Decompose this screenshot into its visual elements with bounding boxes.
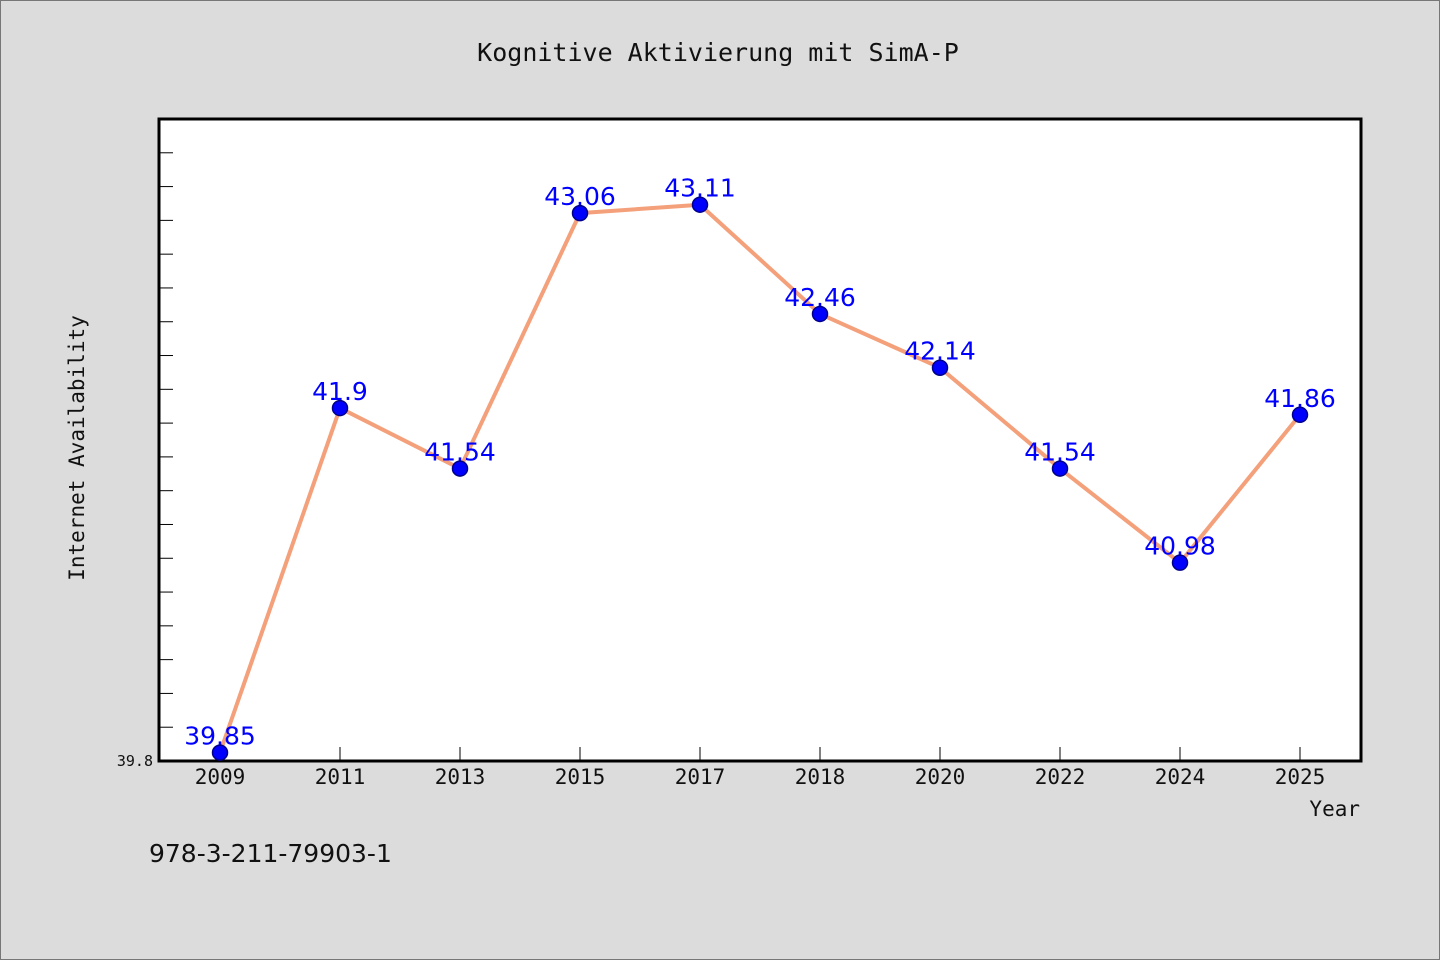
y-axis-minor-ticks [159, 118, 173, 762]
data-label: 42.46 [784, 283, 856, 312]
x-tick-label: 2024 [1155, 765, 1206, 789]
plot-area [157, 117, 1363, 763]
chart-title: Kognitive Aktivierung mit SimA-P [477, 38, 959, 67]
data-label: 39.85 [184, 722, 256, 751]
data-point [451, 460, 469, 477]
series-internet-availability: 39.85 41.9 41.54 43.06 43.11 42.46 42.14 41.54 4… [184, 174, 1336, 761]
data-point [1051, 460, 1069, 477]
data-point [211, 744, 229, 761]
x-tick-label: 2011 [315, 765, 366, 789]
data-label: 41.86 [1264, 384, 1336, 413]
data-label: 41.9 [312, 377, 368, 406]
isbn-footer: 978-3-211-79903-1 [149, 839, 392, 868]
data-label: 43.11 [664, 174, 736, 203]
x-tick-label: 2013 [435, 765, 486, 789]
data-point [931, 359, 949, 376]
x-tick-label: 2017 [675, 765, 726, 789]
x-axis-label: Year [1309, 797, 1360, 821]
data-point [331, 399, 349, 417]
data-point [811, 305, 829, 323]
data-point [1171, 554, 1189, 571]
series-line [218, 202, 1302, 755]
x-tick-label: 2009 [195, 765, 246, 789]
data-label: 42.14 [904, 337, 976, 366]
x-tick-label: 2020 [915, 765, 966, 789]
y-axis-label: Internet Availability [65, 315, 89, 581]
data-label: 40.98 [1144, 532, 1216, 561]
x-tick-label: 2015 [555, 765, 606, 789]
y-tick-label: 39.8 [117, 752, 153, 770]
data-point [691, 196, 709, 213]
data-label: 43.06 [544, 182, 616, 211]
x-tick-label: 2022 [1035, 765, 1086, 789]
data-label: 41.54 [1024, 438, 1096, 467]
x-axis-tick-labels: 2009 2011 2013 2015 2017 2018 2020 2022 2024 2025 [195, 765, 1326, 789]
x-tick-label: 2018 [795, 765, 846, 789]
x-tick-label: 2025 [1275, 765, 1326, 789]
data-point [1291, 406, 1309, 424]
data-point [571, 204, 589, 222]
data-label: 41.54 [424, 438, 496, 467]
